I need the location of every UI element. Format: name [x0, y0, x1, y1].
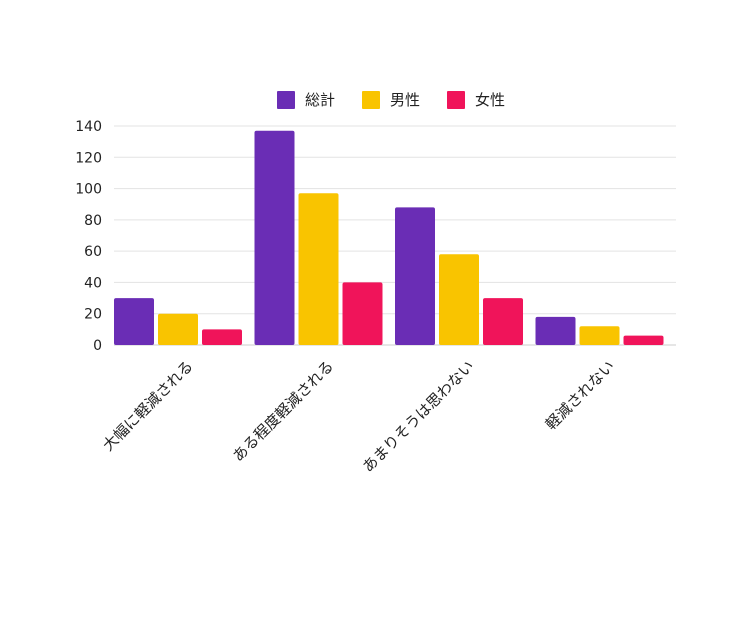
legend-label: 総計 [305, 91, 335, 109]
bar-総計-大幅に軽減される[interactable] [114, 298, 154, 345]
x-tick-label: ある程度軽減される [229, 357, 337, 465]
y-tick-label: 100 [75, 182, 102, 198]
y-tick-label: 120 [75, 150, 102, 166]
bar-男性-ある程度軽減される[interactable] [298, 193, 339, 345]
x-axis: 大幅に軽減される ある程度軽減される あまりそうは思わない 軽減されない [99, 357, 618, 476]
bars [114, 130, 664, 345]
bar-男性-あまりそうは思わない[interactable] [439, 254, 479, 345]
y-tick-label: 60 [84, 244, 102, 260]
bar-女性-ある程度軽減される[interactable] [342, 282, 383, 345]
bar-女性-あまりそうは思わない[interactable] [483, 298, 523, 345]
legend-label: 女性 [475, 91, 505, 109]
x-tick-label: 軽減されない [542, 357, 618, 433]
bar-総計-軽減されない[interactable] [535, 316, 576, 345]
bar-男性-大幅に軽減される[interactable] [158, 313, 198, 345]
x-tick-label: 大幅に軽減される [99, 357, 197, 455]
legend-swatch [362, 91, 380, 109]
bar-男性-軽減されない[interactable] [579, 326, 620, 345]
legend-swatch [447, 91, 465, 109]
y-axis: 0 20 40 60 80 100 120 140 [75, 119, 102, 354]
legend-item-総計[interactable]: 総計 [277, 91, 335, 109]
bar-女性-軽減されない[interactable] [623, 335, 664, 345]
y-tick-label: 80 [84, 213, 102, 229]
legend-swatch [277, 91, 295, 109]
bar-総計-ある程度軽減される[interactable] [254, 130, 295, 345]
y-tick-label: 140 [75, 119, 102, 135]
bar-総計-あまりそうは思わない[interactable] [395, 207, 435, 345]
y-tick-label: 40 [84, 275, 102, 291]
legend: 総計 男性 女性 [277, 91, 505, 109]
legend-item-男性[interactable]: 男性 [362, 91, 420, 109]
legend-label: 男性 [390, 91, 420, 109]
bar-女性-大幅に軽減される[interactable] [202, 329, 242, 345]
x-tick-label: あまりそうは思わない [359, 357, 478, 476]
y-tick-label: 20 [84, 307, 102, 323]
legend-item-女性[interactable]: 女性 [447, 91, 505, 109]
y-tick-label: 0 [93, 338, 102, 354]
